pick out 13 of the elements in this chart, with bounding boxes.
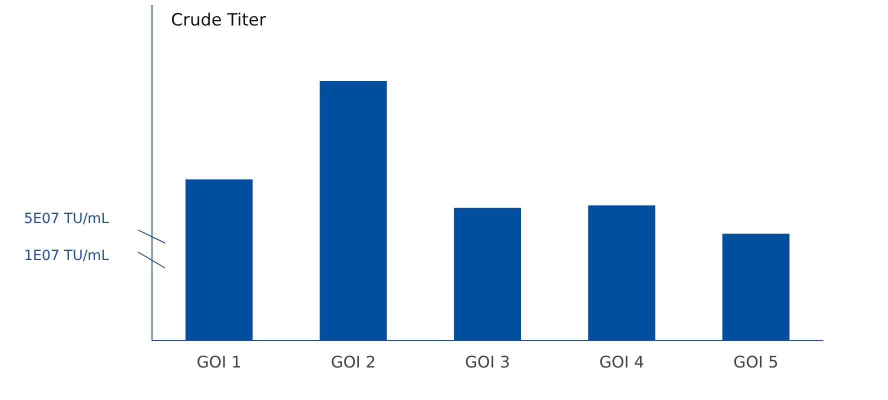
x-tick-label: GOI 4	[599, 352, 644, 372]
bar	[588, 205, 656, 340]
bar	[454, 208, 522, 340]
x-tick-label: GOI 3	[465, 352, 510, 372]
text: 1E07 TU/mL	[24, 248, 110, 264]
text: 5E07 TU/mL	[24, 211, 110, 227]
x-tick-label: GOI 5	[733, 352, 778, 372]
bar	[186, 179, 253, 340]
x-tick-label: GOI 2	[330, 352, 376, 372]
bar	[320, 81, 387, 340]
chart-title: Crude Titer	[171, 10, 266, 30]
x-tick-label: GOI 1	[196, 352, 242, 372]
bar	[722, 234, 790, 340]
